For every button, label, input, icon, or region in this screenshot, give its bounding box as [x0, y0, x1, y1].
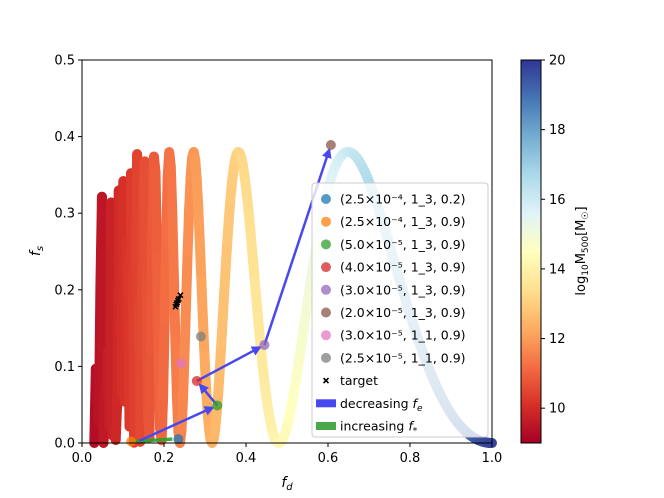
colorbar-ticks: 10 12 14 16 18 20 [541, 54, 566, 417]
data-point-series-5 [325, 140, 336, 151]
curve-segment [196, 275, 208, 324]
y-tick-label: 0.1 [54, 360, 75, 375]
colorbar: 10 12 14 16 18 20 log10M500[M☉] [520, 54, 591, 444]
arrow-decreasing-fe [138, 406, 215, 442]
curve-segment [168, 270, 181, 347]
curve-segment [156, 391, 169, 446]
x-tick-label: 0.8 [400, 451, 421, 466]
legend-label: (3.0×10⁻⁵, 1_3, 0.9) [340, 282, 466, 297]
colorbar-tick-label: 18 [549, 123, 566, 138]
y-tick-label: 0.0 [54, 437, 75, 452]
curve-segment [170, 336, 182, 402]
curve-segment [167, 207, 179, 281]
colorbar-tick-label: 20 [549, 54, 566, 69]
curve-segment [194, 238, 207, 286]
x-tick-label: 0.0 [72, 451, 93, 466]
legend-target-stroke [322, 377, 330, 384]
data-point-series-2 [212, 400, 223, 411]
legend-label: (2.5×10⁻⁴, 1_3, 0.9) [340, 214, 466, 229]
data-point-series-6 [176, 358, 187, 369]
colorbar-tick-label: 10 [549, 402, 566, 417]
legend-marker [321, 330, 331, 341]
legend-marker [321, 194, 331, 204]
y-tick-label: 0.4 [54, 130, 75, 145]
curve-segment [144, 346, 156, 443]
target-marker [177, 292, 184, 299]
legend-label: (4.0×10⁻⁵, 1_3, 0.9) [340, 260, 466, 275]
x-tick-label: 0.6 [318, 451, 339, 466]
legend-label: decreasing fe [340, 396, 423, 414]
x-tick-label: 0.2 [154, 451, 175, 466]
y-axis-label: fs [28, 246, 46, 256]
colorbar-tick-label: 14 [549, 262, 566, 277]
legend-label: (2.5×10⁻⁵, 1_1, 0.9) [340, 350, 466, 365]
curve-segment [165, 161, 178, 218]
curve-segment [184, 171, 196, 215]
curve-segment [159, 232, 172, 325]
y-tick-label: 0.2 [54, 283, 75, 298]
arrow-increasing-fstar [131, 437, 173, 444]
curve-segment [181, 247, 193, 308]
legend: (2.5×10⁻⁴, 1_3, 0.2) (2.5×10⁻⁴, 1_3, 0.9)… [311, 182, 489, 438]
points-layer [126, 140, 336, 447]
x-tick-label: 0.4 [236, 451, 257, 466]
target-marker-stroke [174, 297, 182, 304]
x-axis-label: fd [281, 475, 293, 493]
data-point-series-4 [259, 339, 270, 350]
curve-segment [110, 396, 123, 445]
curve-segment [193, 203, 205, 249]
x-axis: 0.0 0.2 0.4 0.6 0.8 1.0 [72, 443, 503, 466]
legend-box [311, 182, 489, 438]
legend-marker [321, 216, 331, 227]
arrow-decreasing-fe [263, 147, 332, 346]
legend-marker [321, 307, 331, 318]
arrow-decreasing-fe [196, 346, 262, 383]
colorbar-tick-label: 12 [549, 332, 566, 347]
legend-marker [321, 352, 331, 363]
data-point-series-0 [173, 434, 184, 445]
y-tick-label: 0.5 [54, 54, 75, 69]
legend-marker [321, 284, 331, 295]
colorbar-bar [520, 59, 542, 444]
curve-segment [199, 349, 211, 391]
target-marker [173, 301, 180, 308]
legend-label: increasing f* [340, 419, 418, 437]
x-tick-label: 1.0 [482, 451, 503, 466]
curve-segment [182, 204, 195, 258]
plot-area [81, 59, 497, 448]
y-axis: 0.0 0.1 0.2 0.3 0.4 0.5 [54, 54, 82, 452]
curve-segment [150, 166, 163, 261]
curve-segment [135, 351, 147, 447]
legend-label: (2.0×10⁻⁵, 1_3, 0.9) [340, 305, 466, 320]
legend-marker [321, 262, 331, 273]
legend-label: (2.5×10⁻⁴, 1_3, 0.2) [340, 192, 466, 207]
data-point-series-7 [195, 331, 206, 342]
legend-label: (3.0×10⁻⁵, 1_1, 0.9) [340, 328, 466, 343]
legend-patch-decreasing [316, 399, 336, 408]
target-marker-stroke [177, 292, 184, 299]
legend-label: target [340, 373, 378, 388]
data-point-series-1 [126, 436, 137, 447]
colorbar-tick-label: 16 [549, 193, 566, 208]
legend-patch-increasing [316, 422, 336, 430]
target-marker [174, 297, 182, 304]
target-marker-stroke [173, 301, 180, 308]
curve-segment [139, 156, 152, 284]
curve-segment [176, 393, 189, 436]
colorbar-label: log10M500[M☉] [574, 206, 591, 295]
legend-label: (5.0×10⁻⁵, 1_3, 0.9) [340, 237, 466, 252]
plot-frame [81, 59, 493, 444]
curve-segment [158, 314, 170, 402]
data-point-series-3 [191, 375, 202, 386]
legend-marker [321, 239, 331, 250]
curve-segment [152, 250, 164, 363]
curve-segment [179, 297, 192, 359]
legend-target-marker [322, 377, 330, 384]
y-tick-label: 0.3 [54, 207, 75, 222]
